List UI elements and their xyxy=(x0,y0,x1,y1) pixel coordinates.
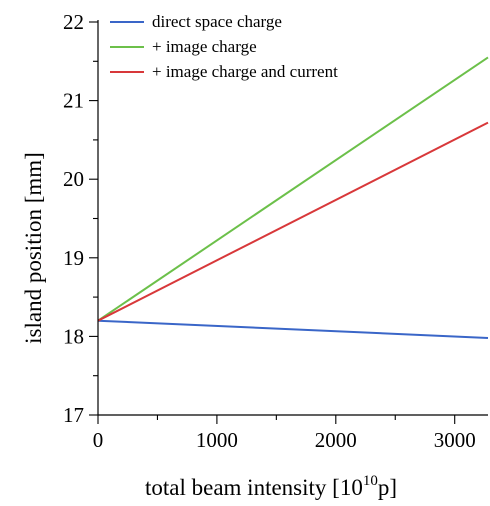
legend: direct space charge + image charge + image… xyxy=(110,12,338,81)
y-tick-label: 21 xyxy=(63,89,84,113)
x-axis-title-unit: p] xyxy=(378,475,397,500)
y-tick-label: 20 xyxy=(63,167,84,191)
series-line-3 xyxy=(97,121,489,322)
y-tick-label: 18 xyxy=(63,324,84,348)
x-tick-label: 2000 xyxy=(315,428,357,452)
x-tick-label: 1000 xyxy=(196,428,238,452)
axes xyxy=(97,20,488,416)
tick-labels: 17 18 19 20 21 22 0 1000 2000 3000 xyxy=(63,10,476,452)
y-tick-label: 19 xyxy=(63,246,84,270)
x-tick-label: 0 xyxy=(93,428,104,452)
x-axis-title-main: total beam intensity [10 xyxy=(145,475,363,500)
series-line-1 xyxy=(97,319,489,339)
y-tick-label: 17 xyxy=(63,403,84,427)
y-tick-label: 22 xyxy=(63,10,84,34)
plot-lines xyxy=(97,56,489,339)
legend-label-3: + image charge and current xyxy=(152,62,338,81)
legend-label-1: direct space charge xyxy=(152,12,282,31)
series-line-2 xyxy=(97,56,489,322)
ticks xyxy=(89,21,456,424)
x-tick-label: 3000 xyxy=(434,428,476,452)
legend-label-2: + image charge xyxy=(152,37,257,56)
x-axis-title-superscript: 10 xyxy=(363,473,378,489)
y-axis-title: island position [mm] xyxy=(21,152,46,344)
x-axis-title: total beam intensity [1010p] xyxy=(145,473,397,500)
